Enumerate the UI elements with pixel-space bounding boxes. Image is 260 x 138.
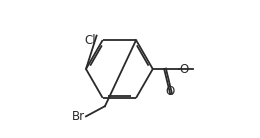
Text: Br: Br <box>72 110 85 123</box>
Text: Cl: Cl <box>84 34 95 47</box>
Text: O: O <box>180 63 189 75</box>
Text: O: O <box>165 85 174 98</box>
